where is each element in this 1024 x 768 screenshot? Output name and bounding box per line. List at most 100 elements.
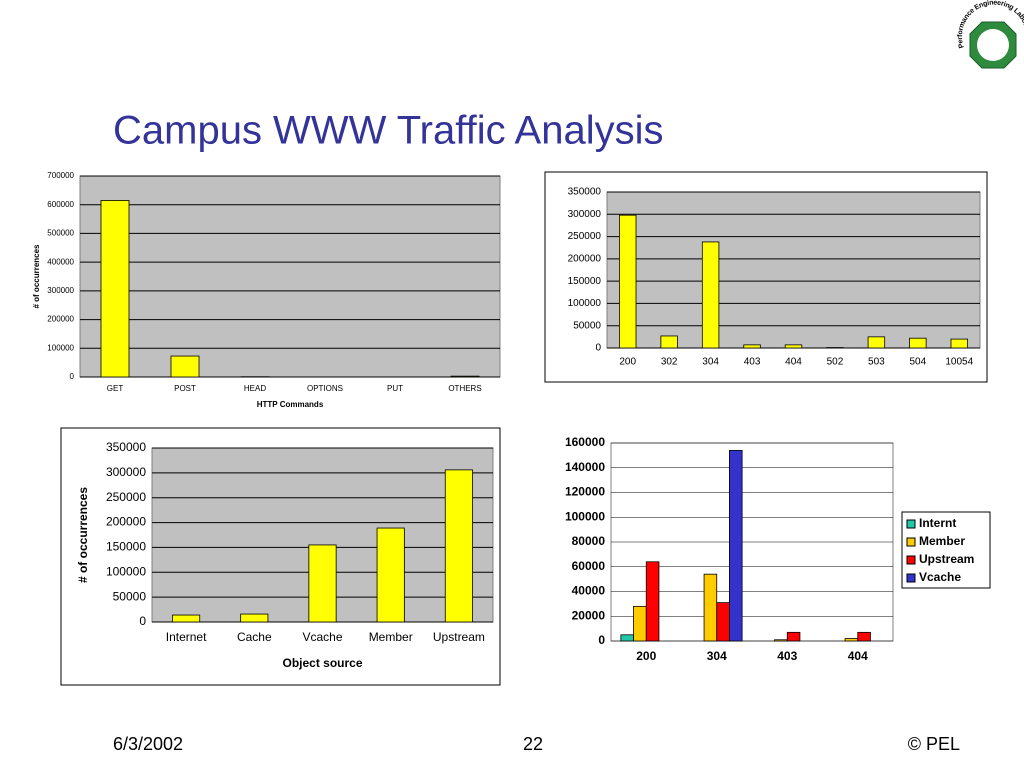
logo-center [977,29,1009,61]
x-tick-label: 503 [868,357,885,368]
x-tick-label: HEAD [244,384,266,393]
slide-title: Campus WWW Traffic Analysis [113,109,663,153]
y-tick-label: 20000 [572,608,606,622]
x-tick-label: POST [174,384,196,393]
y-tick-label: 0 [595,343,601,354]
x-tick-label: 404 [785,357,802,368]
y-tick-label: 300000 [47,286,74,295]
chart-frame [544,171,988,383]
y-tick-label: 100000 [565,509,605,523]
y-tick-label: 0 [139,614,146,628]
y-tick-label: 60000 [572,559,606,573]
x-tick-label: 304 [707,649,727,663]
legend-swatch [906,573,916,583]
y-tick-label: 350000 [568,187,602,198]
y-tick-label: 300000 [568,209,602,220]
bar [620,634,634,642]
x-tick-label: 403 [744,357,761,368]
bar [774,639,788,642]
bar [100,200,130,378]
y-tick-label: 150000 [106,540,146,554]
bar [729,450,743,642]
x-tick-label: Vcache [302,630,342,644]
bar [701,241,720,349]
y-tick-label: 50000 [573,320,601,331]
chart-frame [60,427,501,686]
y-tick-label: 0 [70,372,75,381]
x-tick-label: 502 [827,357,844,368]
y-tick-label: 500000 [47,229,74,238]
y-tick-label: 100000 [568,298,602,309]
y-tick-label: 120000 [565,485,605,499]
y-tick-label: 100000 [47,343,74,352]
bar [857,631,871,642]
logo: Performance Engineering Laboratory [957,0,1024,69]
footer-date: 6/3/2002 [113,734,183,754]
legend-label: Internt [919,516,956,530]
bar [619,214,637,349]
bar [172,614,201,623]
bar [240,613,269,623]
bar [844,638,859,642]
y-tick-label: 140000 [565,460,605,474]
legend-box [901,511,991,589]
bar [703,573,718,642]
bar [450,375,480,378]
y-tick-label: 600000 [47,200,74,209]
x-tick-label: 302 [661,357,678,368]
y-axis-title: # of occurrences [76,487,90,583]
x-tick-label: OTHERS [448,384,481,393]
y-tick-label: 80000 [572,534,606,548]
bar [716,602,730,642]
bar [645,561,660,642]
bar [909,337,927,349]
legend-swatch [906,519,916,529]
x-tick-label: Upstream [433,630,485,644]
x-tick-label: 403 [777,649,797,663]
bar [444,469,473,623]
bar [786,631,801,642]
y-tick-label: 100000 [106,564,146,578]
y-tick-label: 400000 [47,257,74,266]
x-tick-label: 304 [702,357,719,368]
x-tick-label: Cache [237,630,272,644]
y-tick-label: 250000 [106,490,146,504]
y-tick-label: 50000 [113,589,147,603]
x-tick-label: Internet [166,630,207,644]
bar [170,355,200,378]
legend-swatch [906,537,916,547]
y-tick-label: 250000 [568,231,602,242]
x-tick-label: 404 [848,649,868,663]
bar [308,544,337,623]
bar [784,344,803,349]
x-axis-title: HTTP Commands [257,400,324,409]
y-tick-label: 150000 [568,276,602,287]
footer-owner: © PEL [908,734,960,754]
y-tick-label: 200000 [568,253,602,264]
x-tick-label: 10054 [945,357,973,368]
y-tick-label: 700000 [47,171,74,180]
legend-label: Upstream [919,552,974,566]
bar [660,335,678,349]
x-axis-title: Object source [282,656,362,670]
y-tick-label: 350000 [106,440,146,454]
footer-page: 22 [523,734,543,754]
y-tick-label: 300000 [106,465,146,479]
x-tick-label: OPTIONS [307,384,343,393]
bar [950,338,968,349]
legend-swatch [906,555,916,565]
y-tick-label: 200000 [106,515,146,529]
y-tick-label: 160000 [565,435,605,449]
y-axis-title: # of occurrences [32,244,41,309]
bar [867,336,886,349]
x-tick-label: 504 [909,357,926,368]
bar [633,605,647,642]
x-tick-label: Member [369,630,413,644]
plot-area [606,191,981,349]
x-tick-label: PUT [387,384,403,393]
legend-label: Vcache [919,570,961,584]
y-tick-label: 200000 [47,315,74,324]
x-tick-label: 200 [636,649,656,663]
